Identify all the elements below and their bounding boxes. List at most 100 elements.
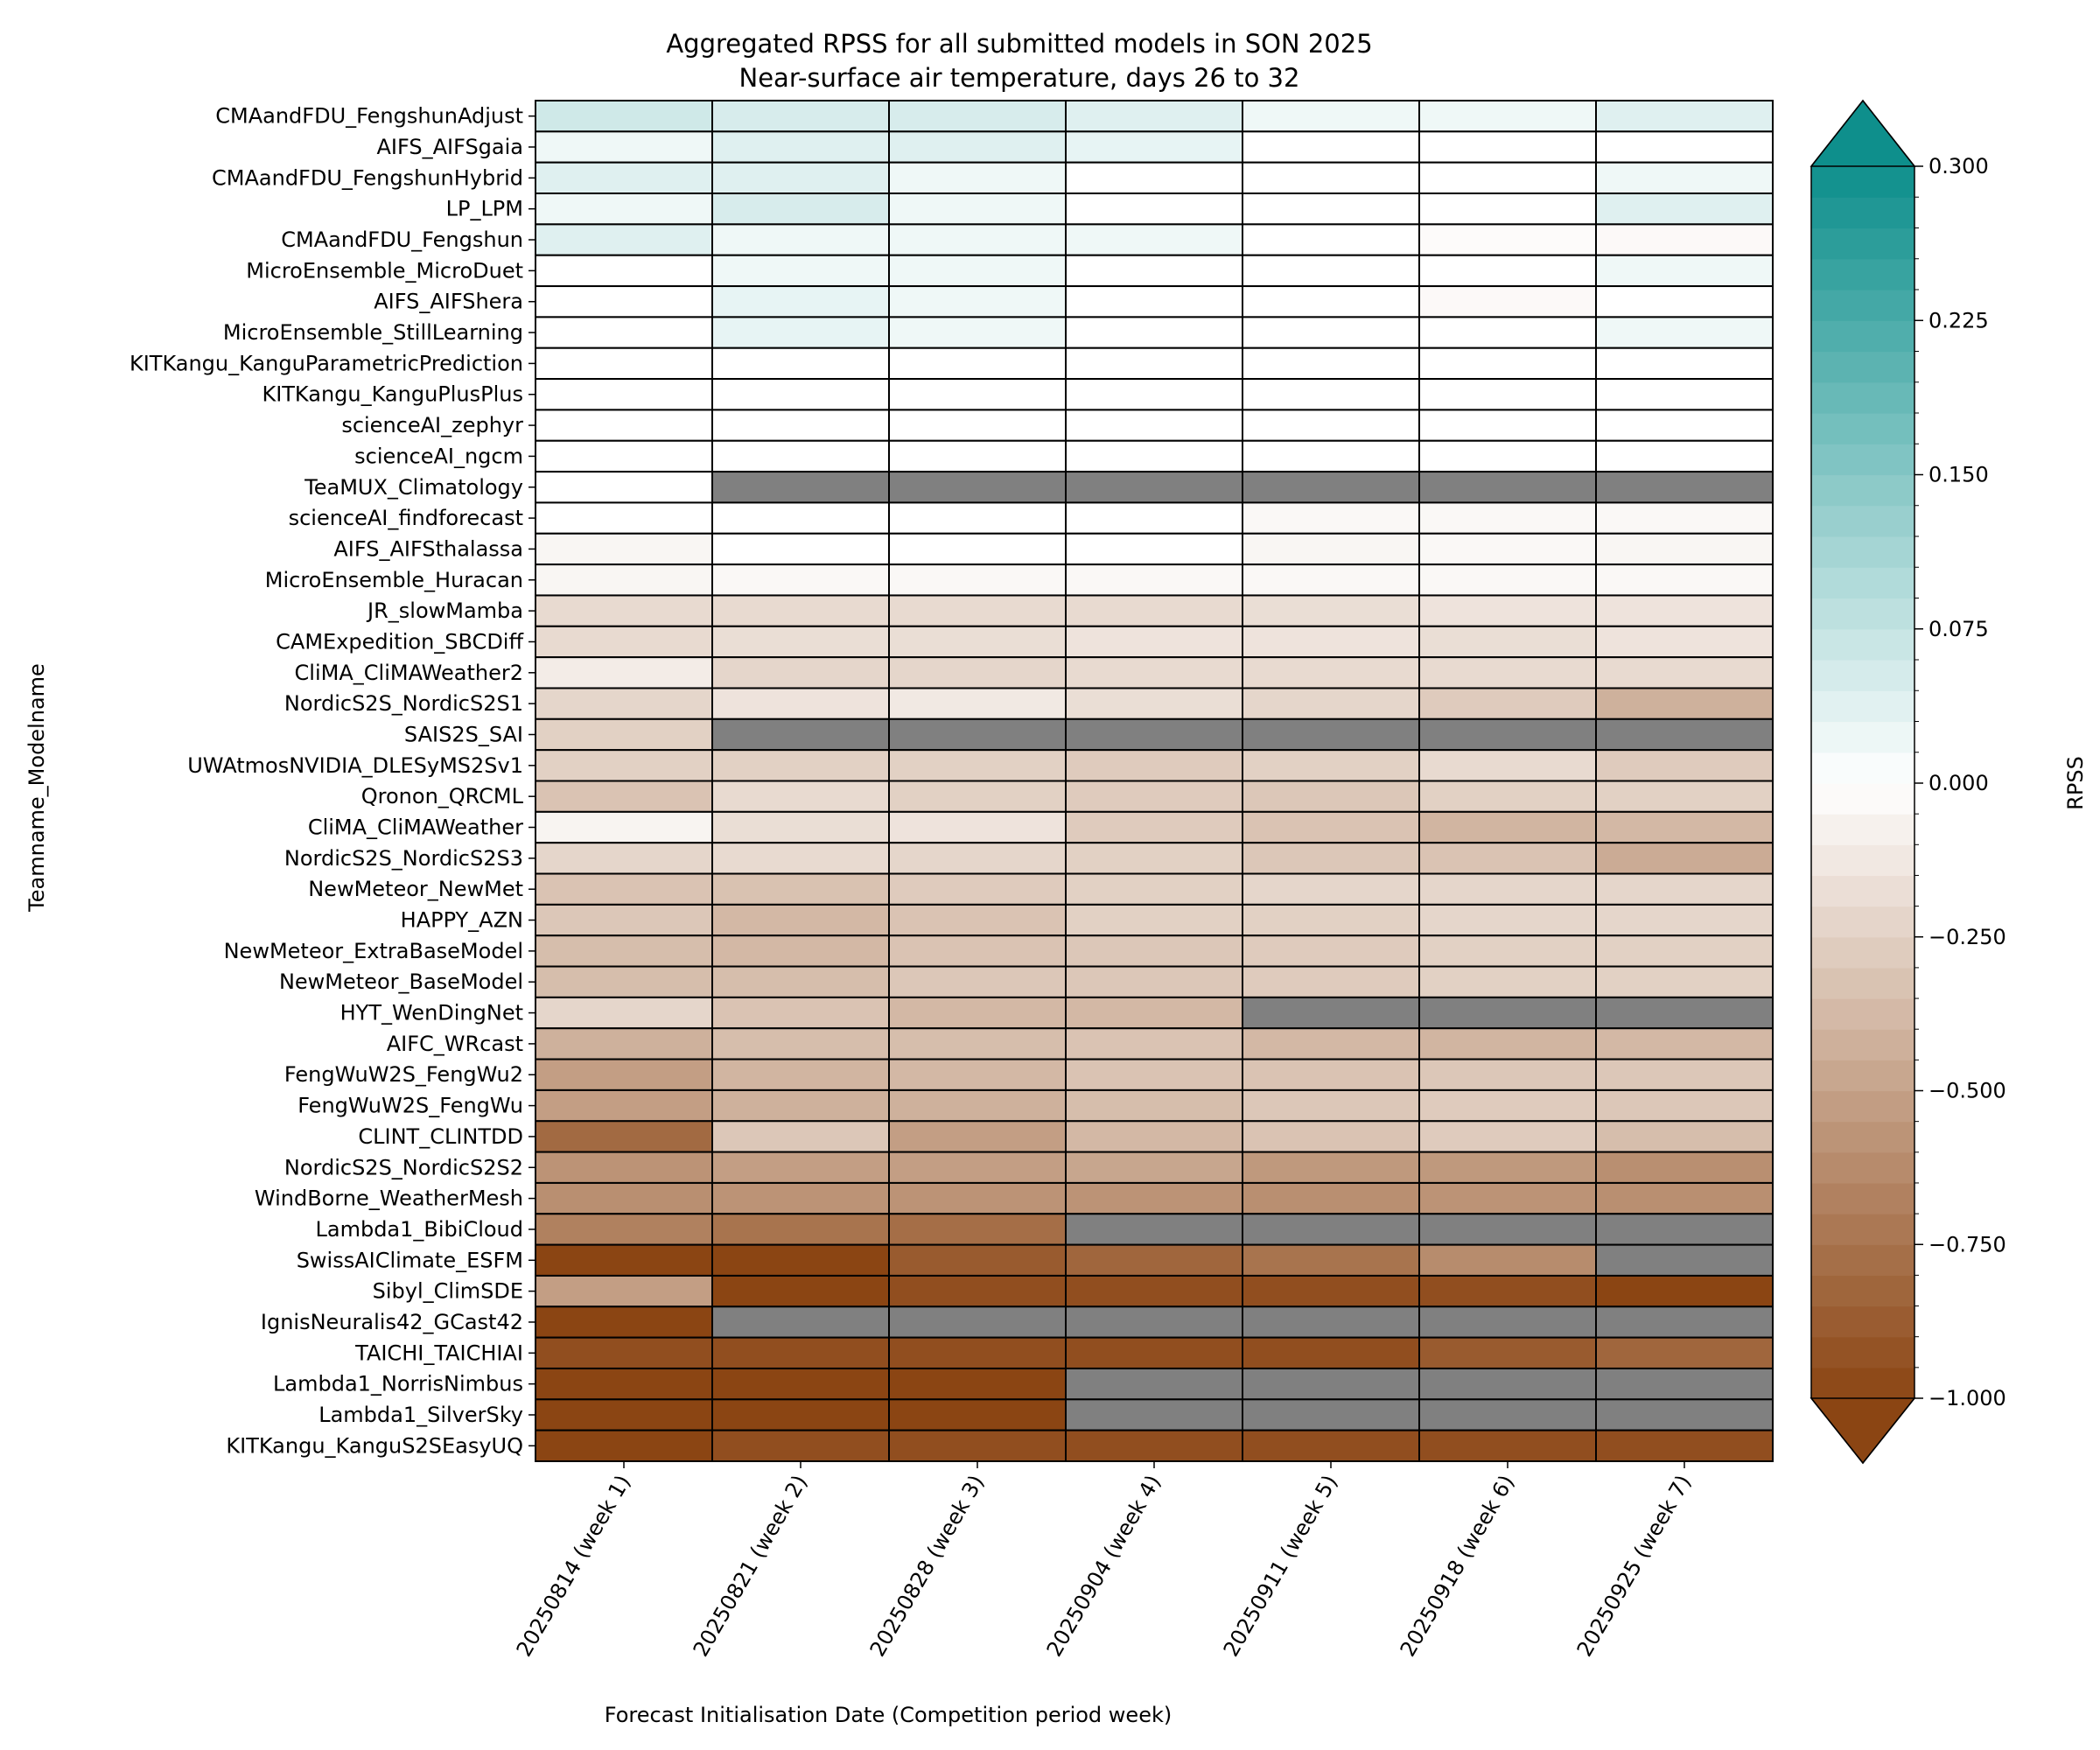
colorbar-segment: [1811, 628, 1914, 661]
heatmap-cell: [888, 378, 1067, 411]
heatmap-cell: [535, 223, 713, 256]
heatmap-cell: [1418, 130, 1597, 164]
heatmap-cell: [1065, 501, 1243, 535]
colorbar-segment: [1811, 1244, 1914, 1276]
heatmap-cell: [1242, 192, 1420, 226]
heatmap-cell: [1418, 564, 1597, 597]
heatmap-cell: [535, 1120, 713, 1153]
colorbar-segment: [1811, 1090, 1914, 1123]
heatmap-cell: [888, 687, 1067, 720]
heatmap-cell: [711, 1213, 890, 1246]
heatmap-cell: [1065, 1027, 1243, 1060]
heatmap-cell: [1065, 161, 1243, 195]
y-tick-label: CliMA_CliMAWeather: [308, 816, 523, 840]
colorbar-segment: [1811, 690, 1914, 723]
colorbar-segment: [1811, 1121, 1914, 1153]
heatmap-cell: [1418, 656, 1597, 690]
heatmap-cell: [888, 471, 1067, 504]
heatmap-cell: [1418, 254, 1597, 288]
heatmap-cell: [711, 842, 890, 875]
colorbar-segment: [1811, 351, 1914, 383]
heatmap-cell: [1242, 564, 1420, 597]
heatmap-cell: [1595, 1336, 1774, 1369]
heatmap-cell: [1065, 285, 1243, 318]
heatmap-cell: [1242, 1306, 1420, 1339]
heatmap-cell: [711, 656, 890, 690]
heatmap-cell: [888, 564, 1067, 597]
heatmap-cell: [1065, 100, 1243, 133]
heatmap-cell: [535, 996, 713, 1030]
heatmap-cell: [888, 996, 1067, 1030]
heatmap-cell: [1242, 594, 1420, 627]
colorbar-segment: [1811, 536, 1914, 568]
heatmap-cell: [535, 718, 713, 752]
y-tick-label: Lambda1_BibiCloud: [316, 1217, 524, 1242]
heatmap-cell: [1065, 1058, 1243, 1091]
heatmap-cell: [535, 687, 713, 720]
x-tick-label: 20250911 (week 5): [1219, 1471, 1342, 1661]
heatmap-cell: [1595, 903, 1774, 937]
heatmap-cell: [888, 1058, 1067, 1091]
heatmap-cell: [1595, 934, 1774, 968]
colorbar-segment: [1811, 166, 1914, 198]
colorbar-segment: [1811, 1367, 1914, 1399]
heatmap-cell: [535, 346, 713, 381]
heatmap-cell: [1418, 1336, 1597, 1369]
heatmap-cell: [1242, 471, 1420, 504]
heatmap-cell: [1595, 100, 1774, 133]
heatmap-cell: [888, 1120, 1067, 1153]
heatmap-cell: [1065, 594, 1243, 627]
heatmap-cell: [888, 872, 1067, 906]
heatmap-cell: [1242, 378, 1420, 411]
heatmap-cell: [888, 842, 1067, 875]
heatmap-cell: [1418, 192, 1597, 226]
heatmap-cell: [711, 501, 890, 535]
y-tick-label: KITKangu_KanguPlusPlus: [262, 382, 523, 407]
heatmap-cell: [1242, 934, 1420, 968]
heatmap-cell: [1595, 1151, 1774, 1184]
colorbar-tick-label: −0.750: [1928, 1232, 2006, 1256]
heatmap-cell: [711, 903, 890, 937]
y-tick-label: SAIS2S_SAI: [404, 722, 523, 746]
colorbar-segment: [1811, 1182, 1914, 1214]
heatmap-cell: [1418, 439, 1597, 473]
heatmap-cell: [1418, 687, 1597, 720]
heatmap-cell: [1065, 1429, 1243, 1462]
y-tick-label: NewMeteor_ExtraBaseModel: [224, 939, 523, 963]
heatmap-cell: [1595, 285, 1774, 318]
heatmap-cell: [1065, 439, 1243, 473]
heatmap-cell: [1065, 718, 1243, 752]
colorbar-segment: [1811, 1306, 1914, 1338]
heatmap-cell: [535, 316, 713, 349]
heatmap-cell: [888, 439, 1067, 473]
heatmap-cell: [535, 934, 713, 968]
heatmap-cell: [535, 594, 713, 627]
heatmap-cell: [711, 934, 890, 968]
y-tick-label: FengWuW2S_FengWu2: [284, 1062, 523, 1087]
heatmap-cell: [888, 223, 1067, 256]
heatmap-cell: [888, 625, 1067, 659]
heatmap-cell: [1065, 903, 1243, 937]
chart-subtitle: Near-surface air temperature, days 26 to…: [739, 63, 1300, 93]
y-axis-label: Teamname_Modelname: [24, 663, 49, 913]
heatmap-cell: [711, 316, 890, 349]
x-tick-label: 20250821 (week 2): [689, 1471, 812, 1661]
y-tick-label: NordicS2S_NordicS2S1: [284, 691, 523, 716]
heatmap-cell: [1418, 1429, 1597, 1462]
heatmap-cell: [1595, 130, 1774, 164]
heatmap-cell: [711, 100, 890, 133]
colorbar: 0.300 0.225 0.150 0.075 0.000 −0.250 −0.500 −0.…: [1810, 99, 2006, 1465]
heatmap-cell: [711, 161, 890, 195]
heatmap-cell: [535, 1027, 713, 1060]
y-tick-label: NordicS2S_NordicS2S3: [284, 846, 523, 871]
heatmap-cell: [1595, 1120, 1774, 1153]
heatmap-cell: [535, 471, 713, 504]
heatmap-cell: [1418, 625, 1597, 659]
heatmap-cell: [888, 1243, 1067, 1277]
colorbar-tick-label: −0.250: [1928, 925, 2006, 949]
heatmap-cell: [711, 254, 890, 288]
heatmap-cell: [1242, 1243, 1420, 1277]
heatmap-cell: [888, 316, 1067, 349]
heatmap-cell: [1242, 1429, 1420, 1462]
heatmap-cell: [1242, 996, 1420, 1030]
